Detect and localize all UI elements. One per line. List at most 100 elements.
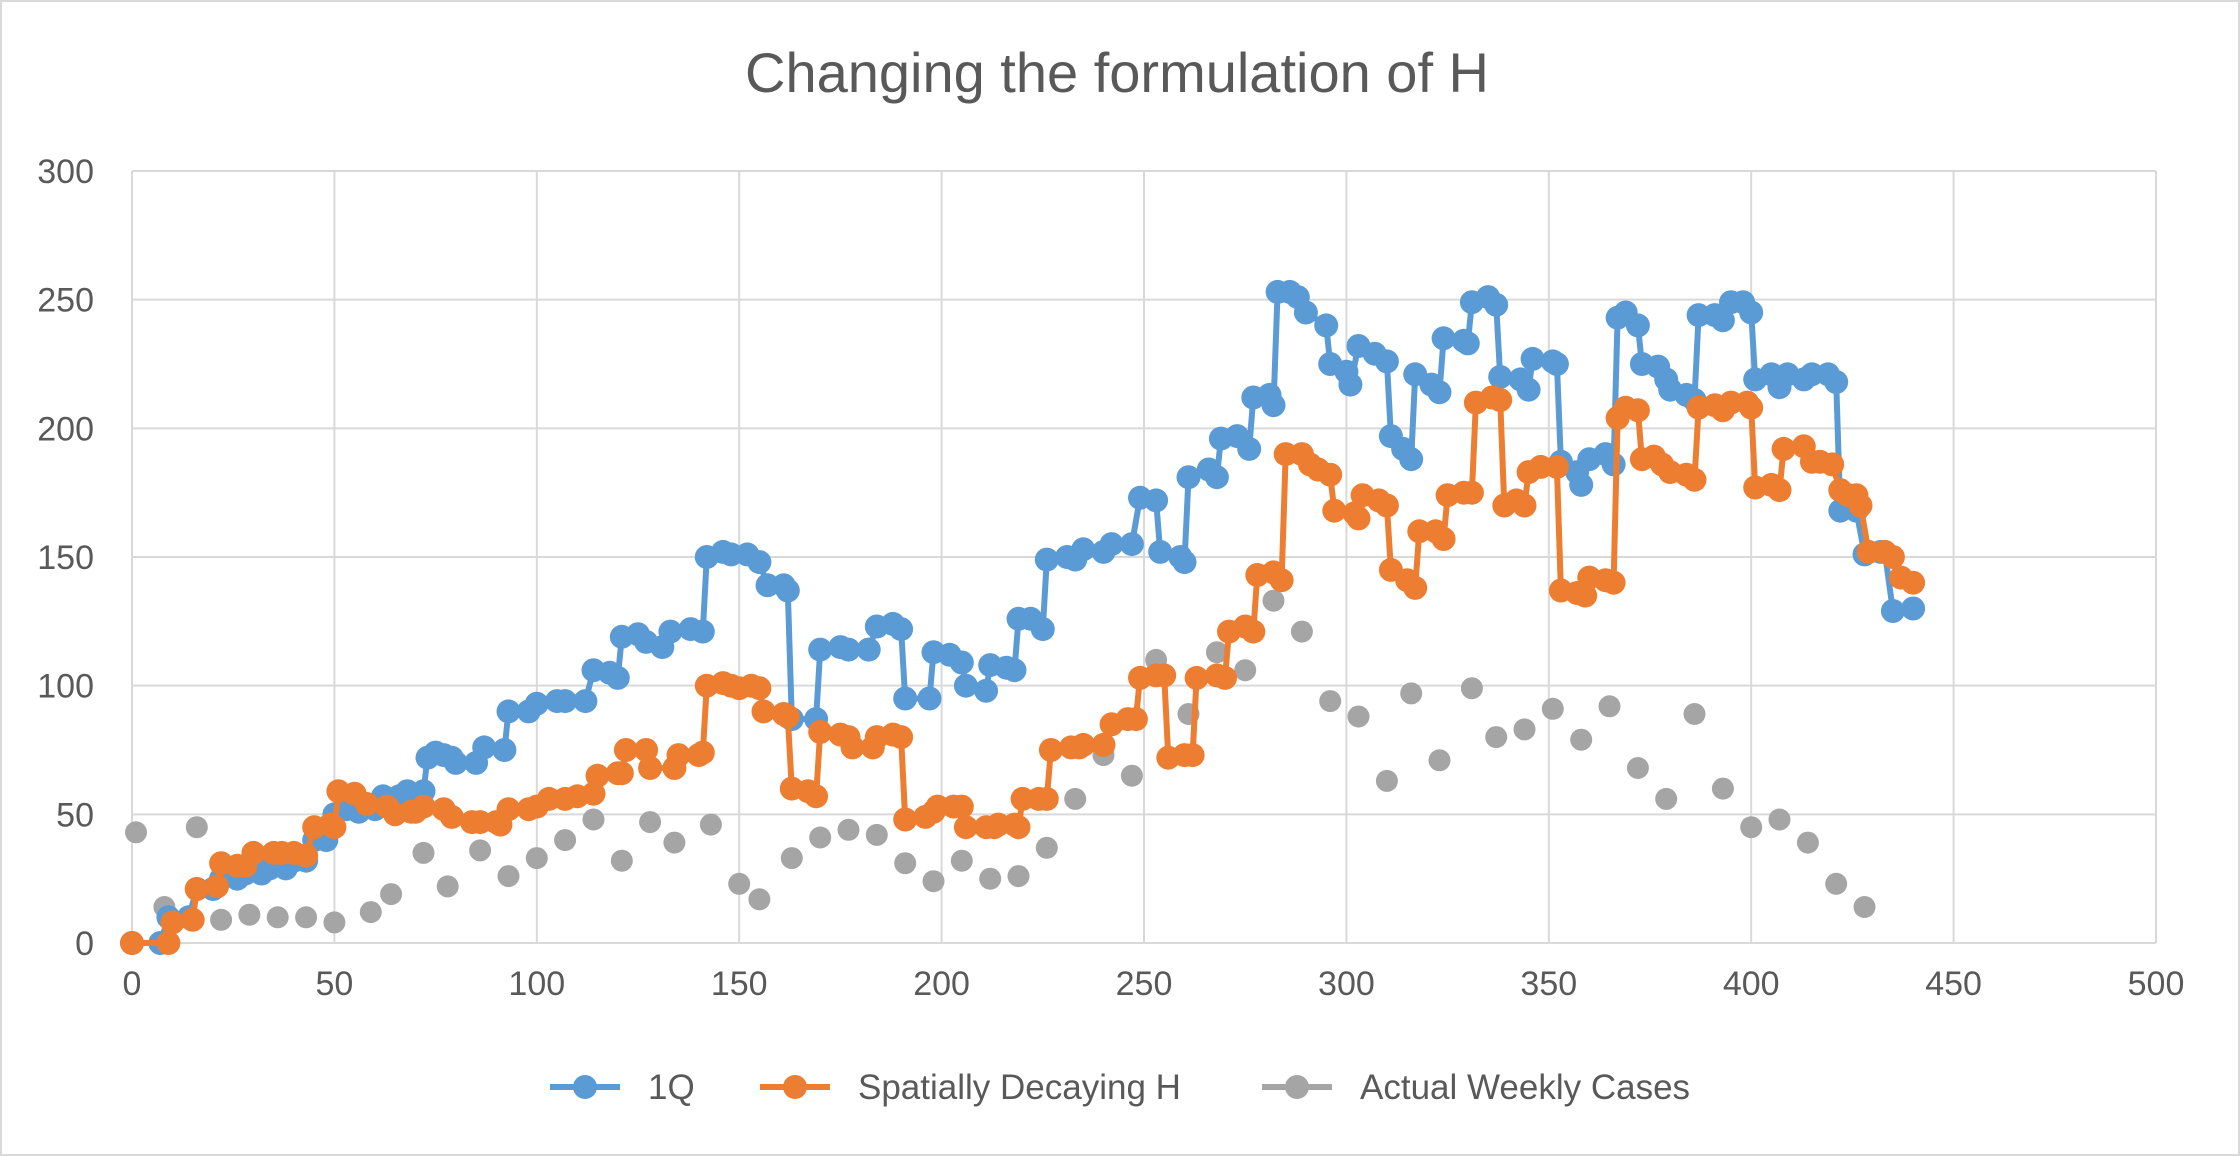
data-point <box>1030 617 1055 642</box>
chart-title: Changing the formulation of H <box>745 41 1489 104</box>
data-point <box>889 725 914 750</box>
data-point <box>210 908 233 931</box>
data-point <box>974 678 999 703</box>
data-point <box>804 784 829 809</box>
data-point <box>1796 831 1819 854</box>
legend-item: 1Q <box>550 1068 695 1107</box>
data-point <box>1848 493 1873 518</box>
data-point <box>469 839 492 862</box>
data-point <box>1180 743 1205 768</box>
data-point <box>1293 300 1318 325</box>
data-point <box>554 829 577 852</box>
data-point <box>837 818 860 841</box>
data-point <box>1880 545 1905 569</box>
data-point <box>1573 583 1598 608</box>
data-point <box>266 906 289 929</box>
data-point <box>865 823 888 846</box>
y-tick-label: 0 <box>75 925 94 963</box>
data-point <box>1064 787 1087 810</box>
data-point <box>1484 292 1509 317</box>
data-point <box>1825 872 1848 895</box>
data-point <box>1290 620 1313 643</box>
data-point <box>1431 326 1456 351</box>
data-point <box>836 637 861 662</box>
x-tick-label: 0 <box>123 965 142 1003</box>
data-point <box>436 875 459 898</box>
data-point <box>1901 570 1926 595</box>
data-point <box>443 750 468 775</box>
data-point <box>1034 547 1059 572</box>
data-point <box>497 865 520 888</box>
data-point <box>953 673 978 698</box>
data-point <box>295 906 318 929</box>
data-point <box>1767 478 1792 503</box>
x-tick-label: 200 <box>913 965 970 1003</box>
data-point <box>1739 395 1764 420</box>
data-point <box>748 888 771 911</box>
data-point <box>1625 313 1650 338</box>
data-point <box>120 931 144 955</box>
data-point <box>1346 506 1371 531</box>
data-point <box>690 740 715 765</box>
data-point <box>1007 865 1030 888</box>
data-point <box>1261 393 1286 418</box>
data-point <box>1071 732 1096 757</box>
data-point <box>1184 665 1209 690</box>
data-point <box>856 637 881 662</box>
data-point <box>380 883 403 906</box>
y-tick-label: 250 <box>37 282 94 320</box>
data-point <box>809 826 832 849</box>
data-point <box>658 619 683 644</box>
data-point <box>492 738 517 762</box>
legend: 1Q Spatially Decaying H Actual Weekly Case… <box>550 1068 1690 1107</box>
data-point <box>949 650 974 675</box>
data-point <box>840 735 865 760</box>
y-tick-label: 200 <box>37 410 94 448</box>
data-point <box>1120 764 1143 787</box>
data-point <box>639 811 662 834</box>
data-point <box>1520 346 1545 371</box>
data-point <box>1262 589 1285 612</box>
data-point <box>1035 836 1058 859</box>
data-point <box>496 797 521 822</box>
data-point <box>1399 447 1424 472</box>
data-point <box>323 911 346 934</box>
data-point <box>1241 619 1266 644</box>
data-point <box>666 743 691 768</box>
data-point <box>472 735 497 760</box>
data-point <box>1740 816 1763 839</box>
x-tick-label: 500 <box>2128 965 2185 1003</box>
data-point <box>1544 454 1569 479</box>
data-point <box>125 821 147 844</box>
data-point <box>1460 677 1483 700</box>
data-point <box>411 794 436 819</box>
x-tick-label: 50 <box>315 965 353 1003</box>
data-point <box>605 665 630 690</box>
data-point <box>1314 313 1339 338</box>
data-point <box>1853 896 1876 918</box>
data-point <box>953 815 978 840</box>
data-point <box>747 550 772 575</box>
data-point <box>1626 757 1649 779</box>
y-tick-label: 300 <box>37 153 94 191</box>
data-point <box>808 720 833 744</box>
data-point <box>1213 665 1237 690</box>
plot-series <box>120 279 1926 955</box>
data-point <box>1119 532 1144 557</box>
data-point <box>1880 599 1905 623</box>
series-0 <box>120 279 1926 955</box>
data-point <box>1601 570 1626 595</box>
data-point <box>1485 726 1508 749</box>
data-point <box>1338 372 1363 397</box>
data-point <box>1152 663 1177 688</box>
data-point <box>893 807 918 832</box>
data-point <box>775 704 800 729</box>
data-point <box>1820 452 1845 477</box>
legend-label: Actual Weekly Cases <box>1360 1068 1690 1107</box>
x-tick-label: 100 <box>508 965 565 1003</box>
data-point <box>780 847 803 870</box>
data-point <box>638 756 663 780</box>
